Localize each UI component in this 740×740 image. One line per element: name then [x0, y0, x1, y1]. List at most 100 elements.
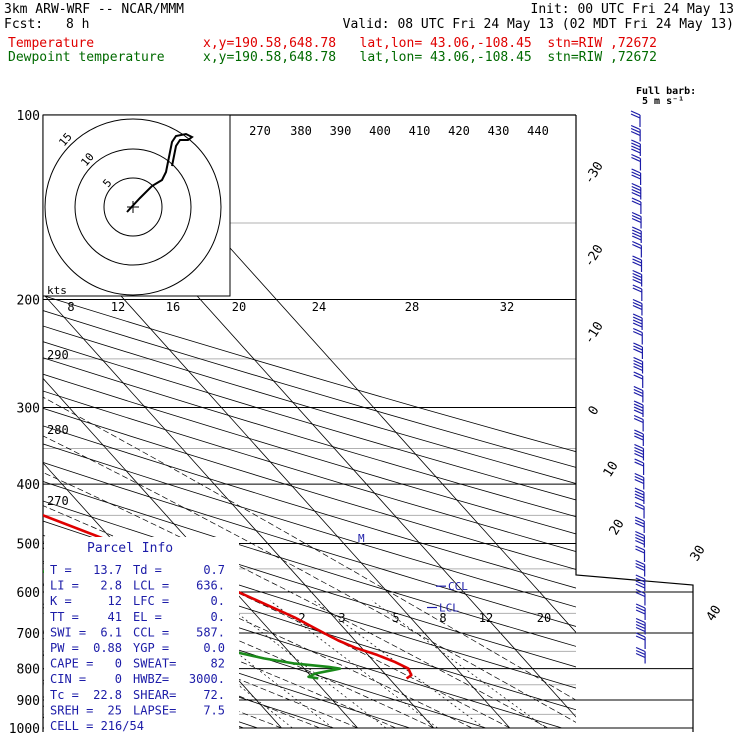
wind-barb-flag — [633, 403, 644, 409]
wind-barb-flag — [633, 327, 643, 334]
wind-barb-flag — [632, 272, 642, 279]
parcel-param-name: K = — [50, 594, 72, 608]
wind-barb-flag — [632, 287, 643, 293]
wind-barb-flag — [634, 429, 644, 435]
isotherm-label: 0 — [586, 404, 603, 419]
model-title: 3km ARW-WRF -- NCAR/MMM — [4, 2, 185, 17]
parcel-param-value: 72. — [203, 688, 225, 702]
ccl-label: CCL — [448, 580, 468, 593]
parcel-param-value: 7.5 — [203, 703, 225, 717]
wind-barb-flag — [631, 214, 642, 221]
pressure-tick-label: 900 — [17, 694, 40, 709]
wind-barb-flag — [632, 322, 643, 328]
wind-barb-flag — [632, 240, 642, 247]
wind-barb-flag — [634, 490, 645, 496]
wind-barb-flag — [634, 472, 644, 479]
wind-barb-flag — [634, 458, 644, 464]
isotherm-label: -20 — [582, 242, 607, 270]
wind-barb-flag — [630, 124, 641, 131]
theta-label: 420 — [448, 124, 470, 138]
wind-barb-flag — [635, 583, 646, 589]
wind-barb-column: Full barb:5 m s⁻¹ — [630, 86, 696, 664]
parcel-param-value: 0.0 — [203, 641, 225, 655]
wind-barb-flag — [631, 232, 642, 238]
wind-barb-flag — [630, 110, 641, 116]
dry-adiabat — [43, 357, 576, 518]
wind-barb-flag — [634, 522, 645, 528]
wind-barb-flag — [634, 461, 644, 467]
wind-barb-flag — [635, 562, 645, 569]
wind-barb-flag — [631, 142, 641, 148]
theta-label: 400 — [369, 124, 391, 138]
dry-adiabat — [43, 443, 576, 608]
wind-barb-flag — [635, 533, 645, 540]
mixing-ratio-label: 8 — [67, 300, 74, 314]
hodograph-ring — [103, 177, 163, 237]
dry-adiabat — [43, 500, 576, 668]
wind-barb-flag — [631, 139, 641, 145]
theta-label: 390 — [330, 124, 352, 138]
wind-barb-flag — [631, 148, 641, 154]
wind-barb-flag — [631, 200, 642, 206]
isotherm-label: -30 — [582, 159, 607, 187]
wind-barb-flag — [634, 449, 644, 456]
mixing-ratio-label: 12 — [479, 611, 493, 625]
wind-barb-flag — [634, 487, 645, 493]
adiabat-label: 270 — [47, 494, 69, 508]
wind-barb-flag — [634, 443, 644, 450]
wind-barb-flag — [635, 623, 646, 630]
wind-barb-flag — [631, 156, 641, 163]
wind-barb-flag — [633, 356, 643, 363]
wind-barb-flag — [635, 609, 646, 615]
hodograph-units: kts — [47, 284, 67, 297]
theta-label: 430 — [488, 124, 510, 138]
wind-barb-flag — [634, 496, 645, 502]
wind-barb-flag — [631, 229, 642, 235]
wind-barb-flag — [634, 478, 644, 485]
parcel-param-value: 3000. — [189, 672, 225, 686]
mixing-ratio-label: 8 — [439, 611, 446, 625]
moist-adiabat — [43, 396, 576, 701]
wind-barb-flag — [633, 406, 644, 412]
wind-barb-flag — [632, 301, 643, 308]
pressure-tick-label: 1000 — [9, 722, 40, 737]
wind-barb-flag — [633, 365, 643, 372]
mixing-ratio-label: 12 — [111, 300, 125, 314]
parcel-param-name: CIN = — [50, 672, 86, 686]
parcel-param-name: SREH = — [50, 703, 93, 717]
wind-barb-flag — [631, 235, 642, 241]
wind-barb-flag — [631, 226, 642, 232]
isotherm-label: 30 — [688, 543, 709, 564]
wind-barb-flag — [633, 400, 644, 406]
wind-barb-flag — [632, 298, 643, 305]
hodograph-ring — [44, 118, 222, 296]
wind-barb-flag — [635, 603, 646, 609]
wind-barb-flag — [633, 342, 643, 348]
theta-label: 380 — [290, 124, 312, 138]
dry-adiabat — [43, 341, 576, 501]
parcel-param-value: 0 — [115, 657, 122, 671]
wind-barb-flag — [634, 519, 645, 525]
wind-barb-flag — [632, 278, 642, 285]
parcel-param-value: 636. — [196, 579, 225, 593]
parcel-panel-bg — [44, 537, 239, 730]
parcel-info-panel: Parcel Info T = 13.7 Td = 0.7 LI = 2.8 LCL = 636… — [44, 537, 239, 733]
hodograph-trace — [126, 132, 194, 213]
pressure-tick-label: 100 — [17, 109, 40, 124]
wind-barb-flag — [634, 432, 644, 438]
parcel-param-name: PW = — [50, 641, 79, 655]
wind-barb-flag — [633, 330, 643, 337]
mixing-ratio-label: 20 — [537, 611, 551, 625]
parcel-param-name: HWBZ= — [133, 672, 169, 686]
isotherm-label: 10 — [601, 459, 622, 480]
level-annotations: CCL LCL M — [358, 532, 468, 615]
pressure-tick-label: 500 — [17, 537, 40, 552]
wind-barb-flag — [632, 284, 643, 290]
wind-barb-flag — [632, 313, 643, 319]
wind-barb-flag — [633, 417, 644, 424]
adiabat-label: 290 — [47, 348, 69, 362]
right-axis-step — [575, 535, 694, 732]
dry-adiabat — [43, 310, 576, 468]
wind-barb-flag — [633, 388, 644, 395]
